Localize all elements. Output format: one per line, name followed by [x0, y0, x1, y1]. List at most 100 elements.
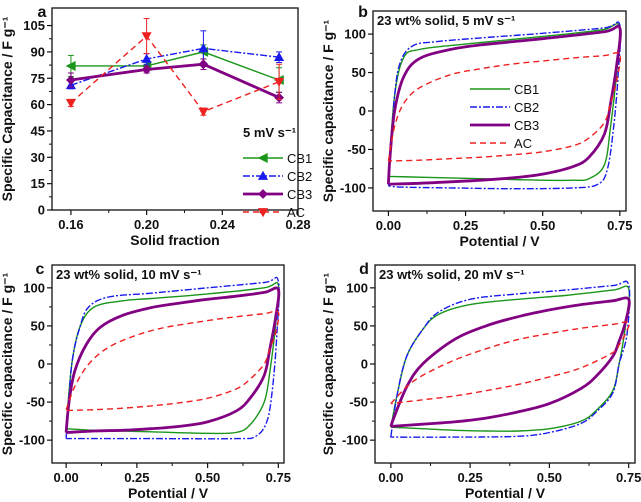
y-tick-label: 100: [23, 280, 45, 295]
plot-frame: [374, 264, 636, 464]
y-tick-label: 0: [359, 104, 366, 119]
y-tick-label: 0: [38, 357, 45, 372]
legend-label: CB3: [514, 118, 539, 133]
panel-label: c: [36, 261, 45, 278]
cv-curve: [387, 51, 622, 162]
plot-area: [387, 21, 622, 190]
y-tick-label: -50: [349, 395, 368, 410]
y-tick-label: -50: [26, 395, 45, 410]
y-tick-label: 15: [31, 176, 45, 191]
series-cb3: [389, 296, 631, 428]
cv-curve: [65, 310, 280, 412]
panel-label: d: [359, 261, 369, 278]
y-tick-label: 50: [354, 318, 368, 333]
x-tick-label: 0.00: [378, 470, 403, 485]
panel-annotation: 23 wt% solid, 5 mV s⁻¹: [377, 13, 515, 28]
series-cb3: [387, 24, 622, 186]
legend-label: CB2: [514, 100, 539, 115]
x-tick-label: 0.28: [285, 217, 310, 232]
series-line: [70, 51, 280, 81]
x-tick-label: 0.75: [266, 470, 291, 485]
series-cb2: [387, 21, 622, 190]
cv-curve: [64, 286, 281, 434]
panel-annotation: 23 wt% solid, 20 mV s⁻¹: [379, 267, 525, 282]
legend-marker: [258, 189, 268, 199]
y-tick-label: 90: [31, 44, 45, 59]
legend-marker: [257, 170, 269, 180]
series-cb3: [64, 286, 281, 434]
y-tick-label: -100: [342, 433, 368, 448]
data-point: [65, 98, 76, 109]
x-tick-label: 0.50: [195, 470, 220, 485]
y-axis-label: Specific Capacitance / F g⁻¹: [0, 16, 15, 201]
legend: 5 mV s⁻¹ CB1 CB2 CB3 AC: [243, 125, 312, 220]
x-tick-label: 0.00: [53, 470, 78, 485]
plot-area: [389, 280, 631, 438]
legend-marker: [257, 208, 269, 218]
panel-c: 0.00 0.25 0.50 0.75 -100 -50 0 50 100 Potential /…: [0, 261, 291, 501]
data-point: [274, 77, 285, 88]
plot-area: [65, 18, 285, 117]
data-point: [65, 60, 76, 71]
legend-label: CB1: [287, 151, 312, 166]
data-point: [274, 51, 285, 62]
legend-marker: [257, 152, 268, 164]
series-cb3: [66, 58, 284, 104]
series-cb2: [65, 276, 280, 440]
panel-b: 0.00 0.25 0.50 0.75 -100 -50 0 50 100 Potential /…: [320, 4, 632, 249]
x-tick-label: 0.00: [376, 218, 401, 233]
x-tick-label: 0.50: [530, 218, 555, 233]
y-tick-label: -50: [347, 142, 366, 157]
series-ac: [390, 320, 631, 405]
panel-annotation: 23 wt% solid, 10 mV s⁻¹: [56, 267, 202, 282]
series-ac: [65, 18, 285, 117]
y-tick-label: 60: [31, 97, 45, 112]
cv-curve: [390, 320, 631, 405]
data-point: [198, 59, 209, 70]
series-line: [70, 47, 280, 86]
data-point: [198, 43, 209, 53]
data-point: [141, 32, 152, 42]
y-tick-label: 105: [23, 18, 45, 33]
x-tick-label: 0.50: [537, 470, 562, 485]
panel-a: 0.16 0.20 0.24 0.28 0 15 30 45 60 75 90 105 Solid fr…: [0, 4, 312, 248]
cv-curve: [387, 22, 622, 182]
legend-label: AC: [287, 205, 305, 220]
panel-d: 0.00 0.25 0.50 0.75 -100 -50 0 50 100 Potential /…: [320, 261, 641, 501]
cv-curve: [65, 276, 280, 440]
data-point: [66, 75, 76, 85]
x-tick-label: 0.16: [58, 217, 83, 232]
legend-label: AC: [514, 136, 532, 151]
x-tick-label: 0.25: [457, 470, 482, 485]
y-tick-label: -100: [340, 180, 366, 195]
panel-label: a: [38, 4, 47, 21]
y-tick-label: 100: [346, 280, 368, 295]
x-tick-label: 0.25: [453, 218, 478, 233]
y-tick-label: 50: [352, 65, 366, 80]
y-tick-label: -100: [19, 433, 45, 448]
plot-frame: [51, 264, 285, 464]
x-tick-label: 0.75: [616, 470, 641, 485]
plot-frame: [372, 10, 627, 212]
x-tick-label: 0.24: [210, 217, 236, 232]
legend-title: 5 mV s⁻¹: [243, 125, 296, 140]
data-point: [141, 53, 152, 63]
data-point: [141, 64, 152, 75]
legend-label: CB3: [287, 187, 312, 202]
cv-curve: [389, 296, 631, 428]
x-axis-label: Potential / V: [128, 485, 209, 501]
panel-label: b: [358, 4, 368, 21]
x-axis-label: Solid fraction: [130, 232, 219, 248]
y-axis-label: Specific capacitance / F g⁻¹: [0, 272, 15, 455]
y-tick-label: 0: [361, 357, 368, 372]
series-cb2: [65, 30, 285, 90]
series-ac: [65, 310, 280, 412]
x-axis-label: Potential / V: [465, 485, 546, 501]
series-line: [70, 35, 280, 113]
y-tick-label: 0: [38, 203, 45, 218]
y-tick-label: 50: [31, 318, 45, 333]
x-axis-label: Potential / V: [459, 233, 540, 249]
y-axis-label: Specific capacitance / F g⁻¹: [320, 19, 336, 202]
legend-label: CB2: [287, 169, 312, 184]
y-tick-label: 30: [31, 150, 45, 165]
